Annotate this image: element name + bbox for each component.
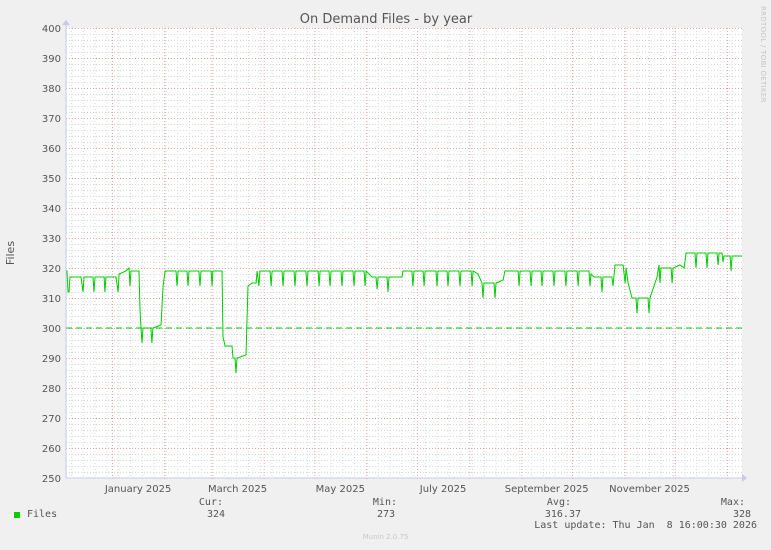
y-tick-label: 380 — [42, 84, 61, 95]
x-tick-label: March 2025 — [208, 484, 267, 495]
x-tick-label: January 2025 — [104, 484, 172, 495]
x-tick-label: July 2025 — [419, 484, 467, 495]
legend-min-label: Min: — [372, 497, 397, 508]
x-tick-label: May 2025 — [316, 484, 365, 495]
y-tick-label: 260 — [42, 444, 61, 455]
y-tick-label: 330 — [42, 234, 61, 245]
legend-max-label: Max: — [720, 497, 745, 508]
y-tick-label: 310 — [42, 294, 61, 305]
x-axis-ticks: January 2025 March 2025 May 2025 July 2025 S… — [104, 484, 690, 495]
y-tick-label: 270 — [42, 414, 61, 425]
munin-version: Munin 2.0.75 — [362, 533, 409, 541]
files-series-line — [66, 252, 742, 374]
y-tick-label: 360 — [42, 144, 61, 155]
plot-area — [66, 28, 742, 478]
y-tick-label: 370 — [42, 114, 61, 125]
legend-min-value: 273 — [376, 509, 395, 520]
y-tick-label: 320 — [42, 264, 61, 275]
legend-swatch-files — [14, 512, 20, 518]
y-axis-ticks: 250 260 270 280 290 300 310 320 330 340 350 360 370 3… — [42, 24, 61, 485]
y-tick-label: 390 — [42, 54, 61, 65]
y-tick-label: 400 — [42, 24, 61, 35]
chart-title: On Demand Files - by year — [300, 12, 473, 27]
legend-cur-label: Cur: — [198, 497, 223, 508]
y-tick-label: 280 — [42, 384, 61, 395]
x-tick-label: November 2025 — [609, 484, 690, 495]
last-update: Last update: Thu Jan 8 16:00:30 2026 — [534, 520, 757, 531]
legend-cur-value: 324 — [206, 509, 225, 520]
minor-gridlines — [66, 28, 742, 478]
major-gridlines — [66, 28, 742, 481]
legend-avg-label: Avg: — [546, 497, 571, 508]
y-tick-label: 350 — [42, 174, 61, 185]
legend-avg-value: 316.37 — [544, 509, 581, 520]
y-axis-label: Files — [4, 241, 17, 265]
legend-max-value: 328 — [732, 509, 751, 520]
rrdtool-credit: RRDTOOL / TOBI OETIKER — [759, 6, 767, 103]
y-tick-label: 340 — [42, 204, 61, 215]
legend-series-name: Files — [27, 509, 58, 520]
y-axis-arrow-icon — [62, 20, 70, 25]
y-tick-label: 250 — [42, 474, 61, 485]
y-tick-label: 300 — [42, 324, 61, 335]
x-tick-label: September 2025 — [505, 484, 589, 495]
y-tick-label: 290 — [42, 354, 61, 365]
x-axis-arrow-icon — [742, 474, 747, 482]
